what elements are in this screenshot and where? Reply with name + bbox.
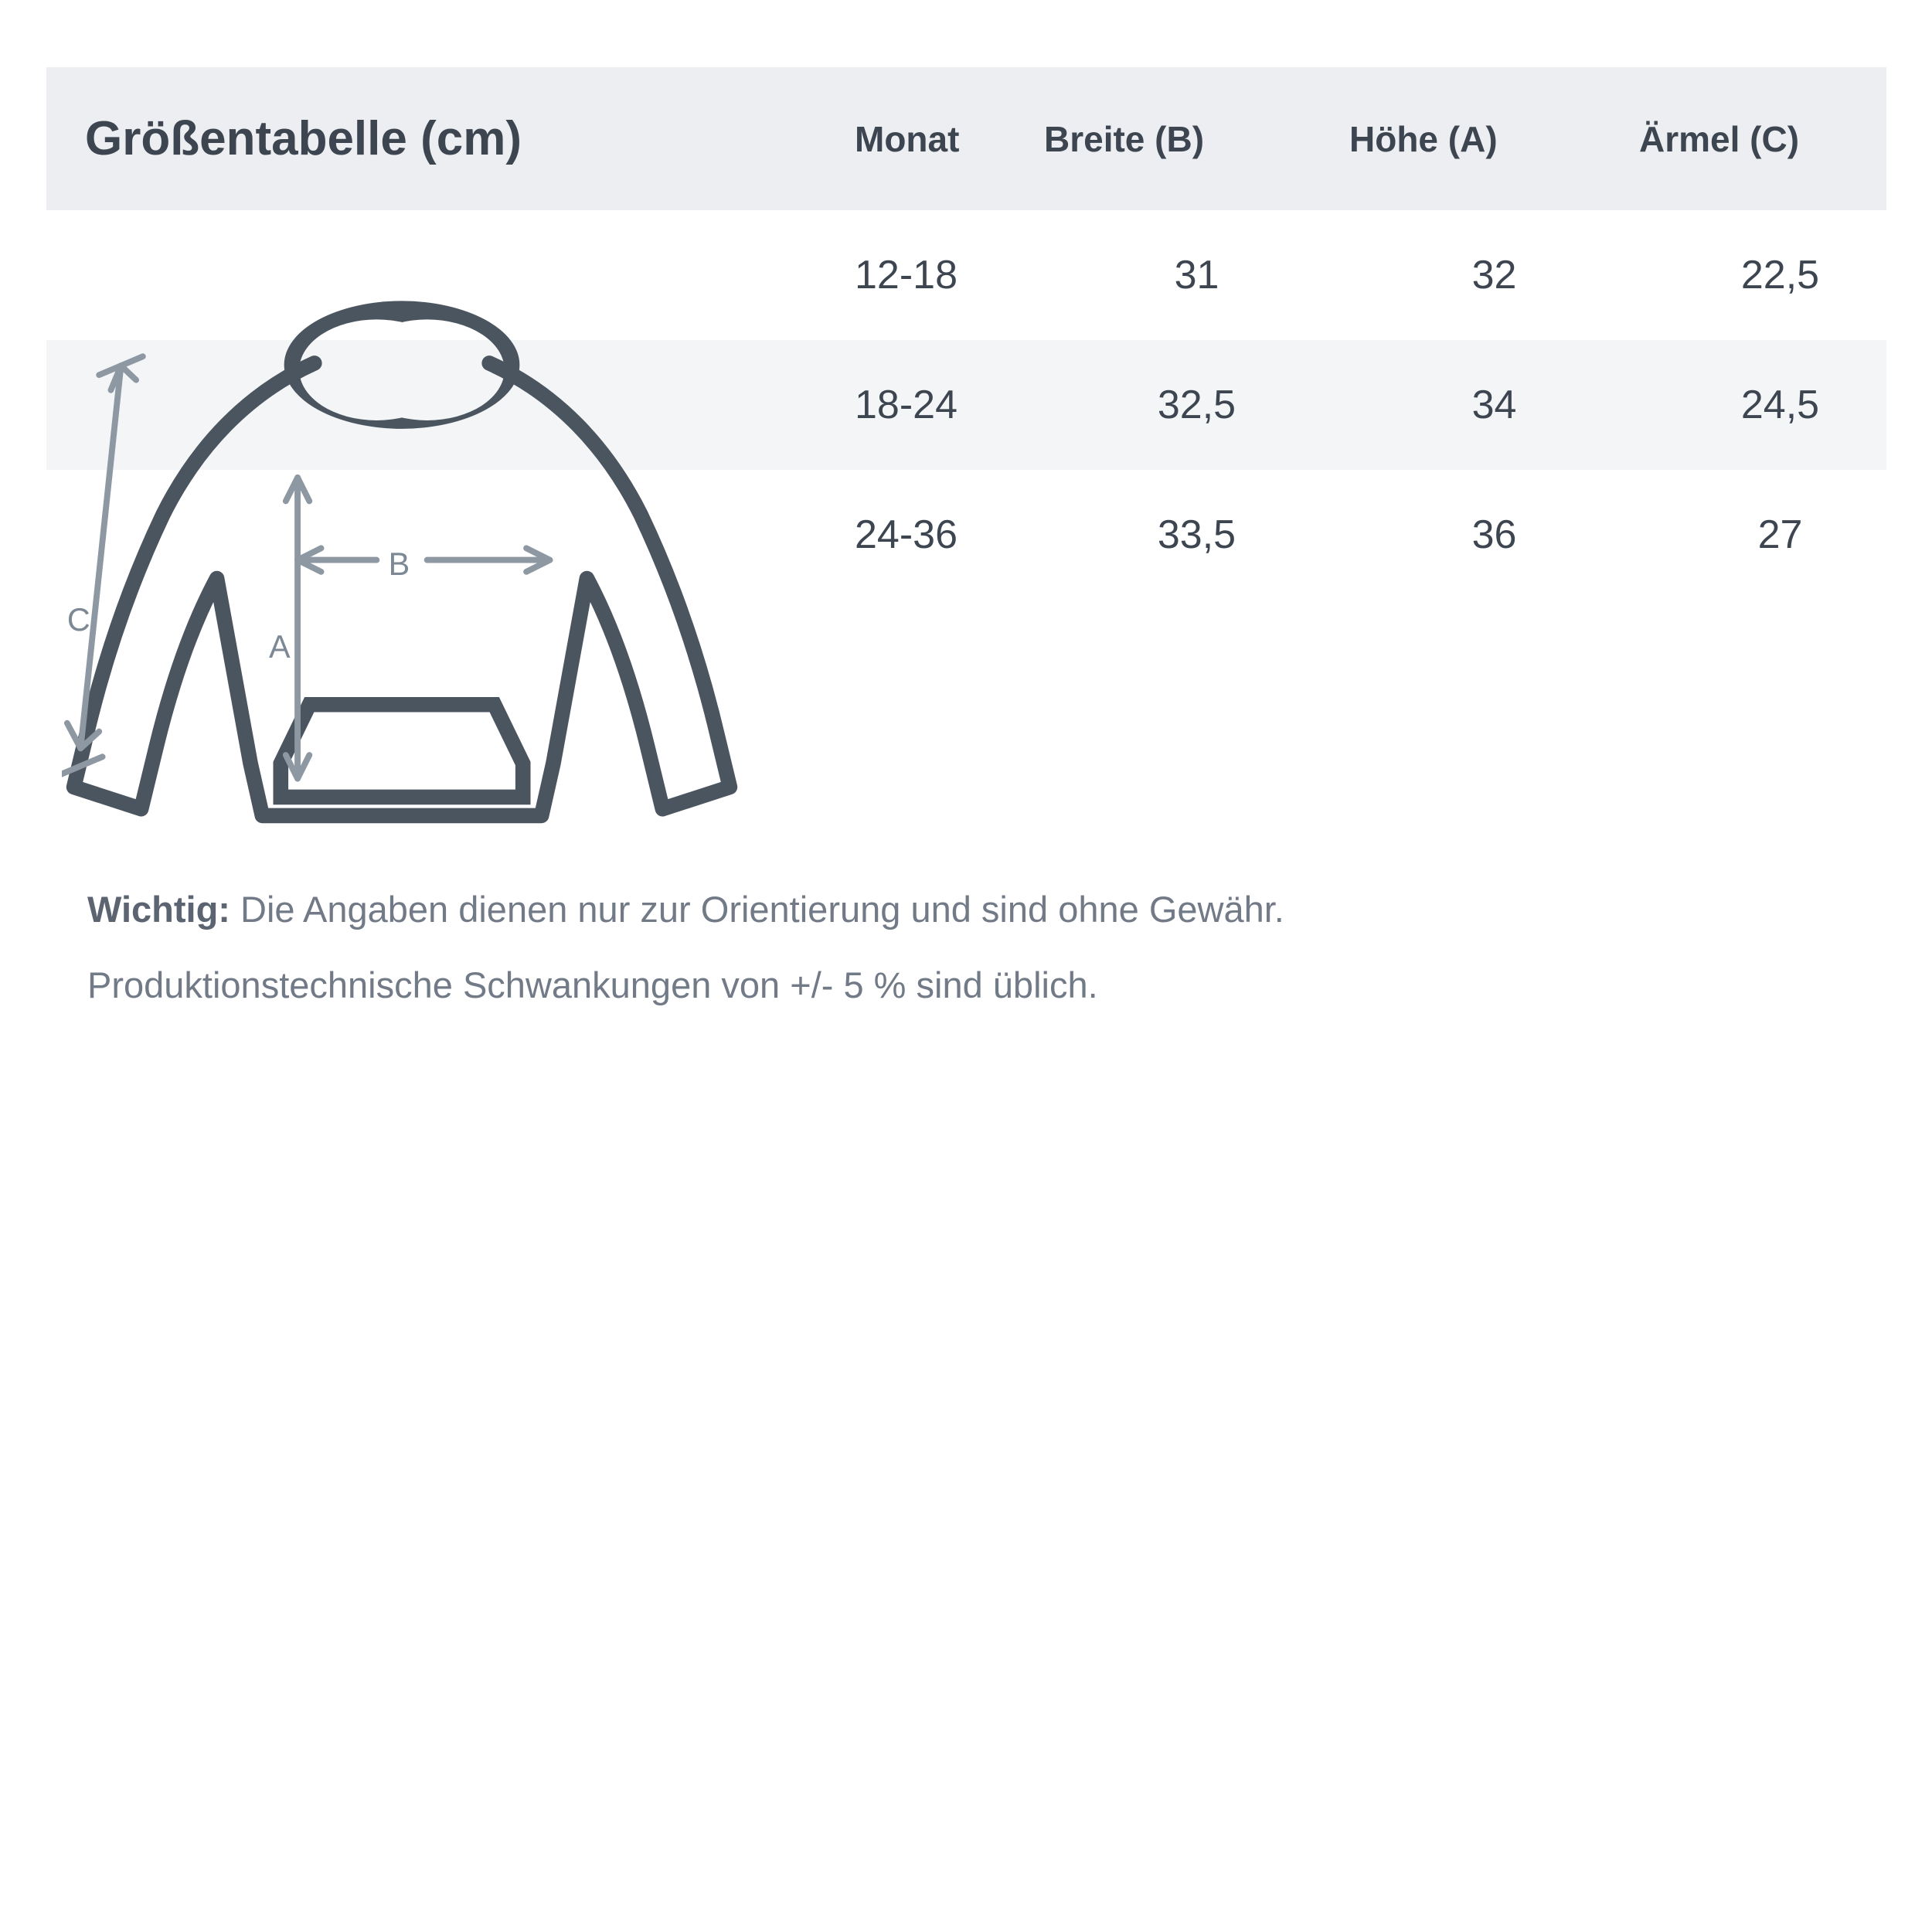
- svg-text:A: A: [269, 629, 291, 665]
- svg-text:B: B: [389, 546, 410, 582]
- svg-text:C: C: [67, 602, 90, 638]
